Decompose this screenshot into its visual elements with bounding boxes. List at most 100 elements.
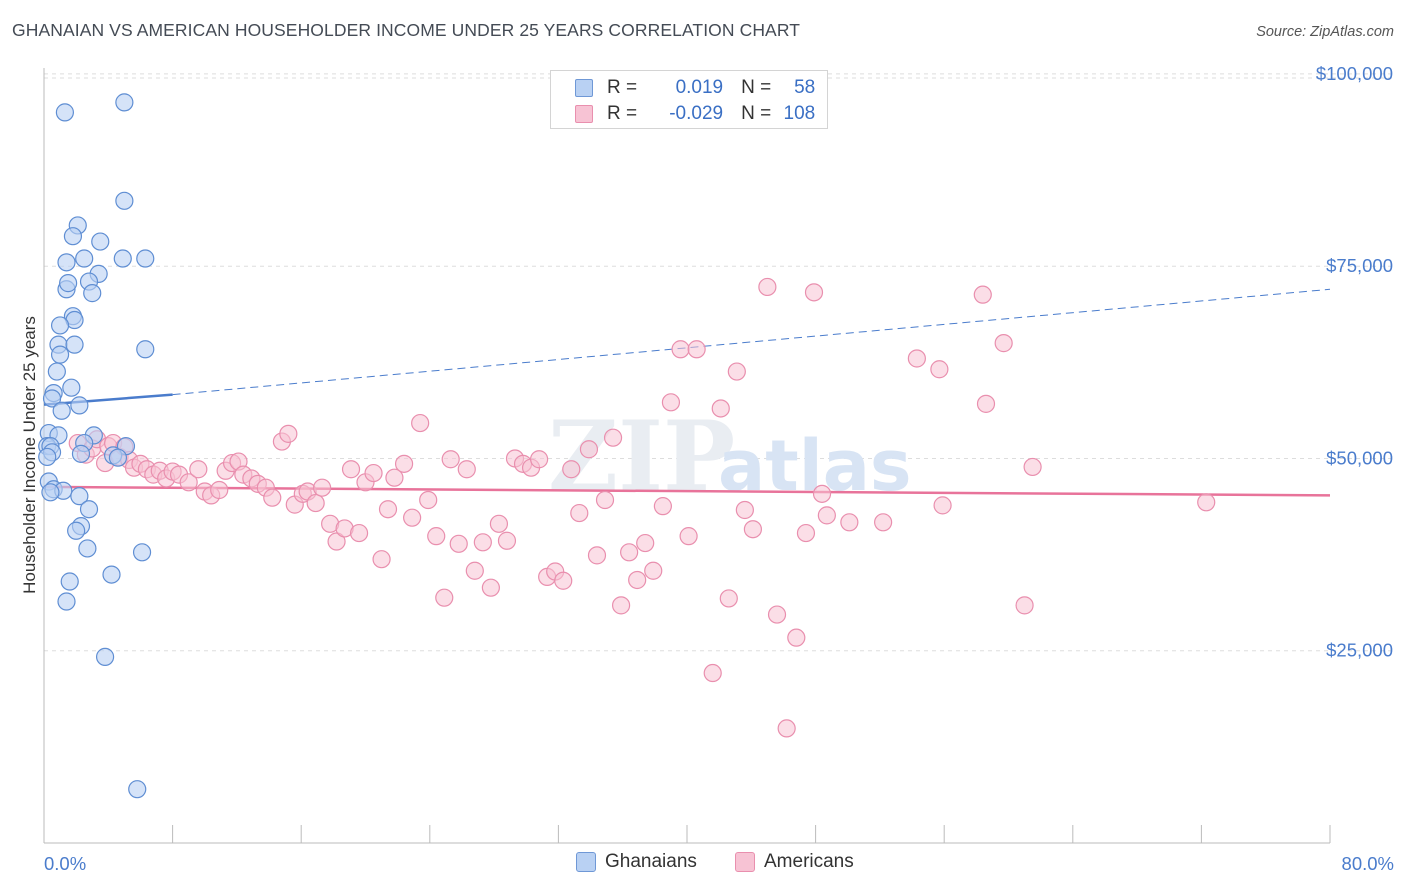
- americans-point: [595, 490, 615, 510]
- americans-point: [179, 473, 198, 492]
- americans-point: [1015, 596, 1034, 615]
- series-legend-ghanaians: Ghanaians: [576, 851, 697, 873]
- ghanaians-point: [60, 572, 79, 591]
- series-swatch-blue: [576, 852, 596, 872]
- americans-point: [603, 428, 623, 447]
- americans-point: [312, 478, 332, 497]
- americans-point: [804, 283, 824, 302]
- americans-point: [661, 393, 681, 412]
- y-tick-label: $25,000: [1326, 640, 1393, 661]
- americans-point: [411, 413, 430, 433]
- ghanaians-point: [67, 521, 86, 540]
- ghanaians-trend-extension: [172, 288, 1331, 396]
- ghanaians-point: [59, 274, 78, 293]
- americans-point: [735, 500, 754, 520]
- y-tick-label: $100,000: [1316, 63, 1393, 84]
- series-label-ghanaians: Ghanaians: [605, 851, 697, 872]
- americans-point: [481, 578, 500, 597]
- ghanaians-points: [38, 93, 155, 799]
- ghanaians-point: [41, 483, 60, 502]
- series-legend: Ghanaians Americans: [0, 851, 1406, 877]
- americans-point: [372, 550, 391, 569]
- americans-point: [727, 362, 746, 381]
- americans-point: [628, 570, 647, 590]
- americans-point: [554, 571, 573, 590]
- americans-point: [378, 500, 398, 519]
- americans-point: [812, 484, 832, 503]
- x-tick-labels: 0.0% 80.0%: [44, 853, 1394, 874]
- americans-point: [777, 719, 796, 738]
- americans-point: [394, 454, 414, 473]
- legend-n-value: 108: [783, 103, 816, 124]
- americans-point: [1197, 493, 1216, 512]
- americans-point: [279, 424, 298, 443]
- americans-point: [907, 349, 926, 368]
- americans-point: [497, 531, 517, 550]
- series-label-americans: Americans: [764, 851, 854, 872]
- americans-point: [787, 628, 806, 647]
- americans-point: [687, 340, 706, 359]
- y-tick-labels: $25,000 $50,000 $75,000 $100,000: [1316, 63, 1393, 661]
- americans-point: [767, 605, 787, 624]
- chart-title: GHANAIAN VS AMERICAN HOUSEHOLDER INCOME …: [12, 20, 801, 40]
- legend-n-label: N =: [741, 103, 772, 124]
- americans-point: [933, 496, 952, 515]
- correlation-legend: R = 0.019 N = 58 R = -0.029 N = 108: [550, 70, 828, 129]
- americans-point: [653, 497, 672, 516]
- americans-point: [644, 561, 663, 580]
- americans-point: [930, 360, 949, 379]
- ghanaians-point: [115, 93, 134, 112]
- legend-row-ghanaians: R = 0.019 N = 58: [575, 76, 815, 100]
- americans-point: [457, 460, 476, 479]
- americans-point: [587, 546, 607, 565]
- ghanaians-point: [136, 249, 155, 268]
- americans-point: [840, 513, 859, 532]
- x-tick-label-max: 80.0%: [1342, 853, 1394, 874]
- americans-point: [341, 460, 361, 479]
- americans-point: [636, 533, 655, 553]
- ghanaians-point: [63, 227, 83, 246]
- ghanaians-point: [52, 401, 71, 420]
- ghanaians-point: [95, 647, 115, 666]
- legend-r-value: 0.019: [675, 77, 724, 98]
- legend-n-label: N =: [741, 77, 772, 98]
- legend-swatch-blue: [575, 79, 593, 97]
- americans-point: [210, 480, 229, 500]
- americans-point: [327, 532, 346, 551]
- ghanaians-point: [113, 249, 132, 268]
- americans-point: [435, 588, 454, 607]
- ghanaians-point: [57, 592, 76, 611]
- americans-point: [711, 399, 730, 418]
- ghanaians-point: [55, 103, 74, 122]
- ghanaians-point: [102, 565, 121, 584]
- americans-point: [679, 527, 698, 546]
- ghanaians-point: [83, 284, 102, 303]
- ghanaians-point: [91, 232, 110, 251]
- americans-point: [796, 523, 816, 543]
- americans-point: [349, 523, 369, 543]
- americans-point: [570, 503, 589, 523]
- americans-point: [703, 663, 722, 683]
- ghanaians-point: [62, 378, 81, 397]
- watermark-zip: ZIP: [548, 400, 735, 513]
- source-label: Source: ZipAtlas.com: [1256, 24, 1394, 40]
- americans-point: [1023, 457, 1042, 477]
- ghanaians-point: [38, 447, 57, 467]
- americans-point: [973, 285, 992, 304]
- legend-r-value: -0.029: [669, 103, 724, 124]
- ghanaians-point: [42, 389, 62, 408]
- ghanaians-point: [70, 487, 89, 506]
- grid-lines: [44, 73, 1392, 652]
- ghanaians-point: [50, 345, 70, 364]
- ghanaians-point: [136, 340, 155, 359]
- americans-point: [743, 520, 763, 539]
- americans-point: [620, 543, 639, 562]
- ghanaians-point: [47, 362, 66, 381]
- ghanaians-point: [115, 191, 134, 210]
- legend-row-americans: R = -0.029 N = 108: [575, 102, 815, 126]
- americans-point: [364, 463, 383, 483]
- x-tick-label-min: 0.0%: [44, 853, 86, 874]
- legend-r-label: R =: [607, 103, 638, 124]
- americans-point: [306, 493, 325, 513]
